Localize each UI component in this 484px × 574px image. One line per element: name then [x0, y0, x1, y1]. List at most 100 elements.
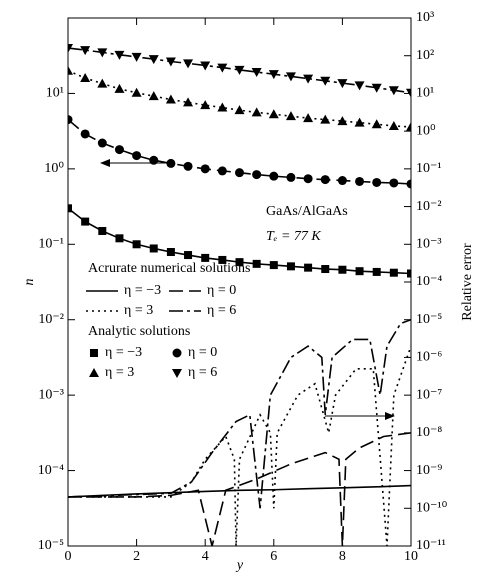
marker	[218, 255, 227, 264]
legend-label: η = 3	[124, 303, 153, 318]
marker	[131, 52, 142, 62]
marker	[183, 97, 194, 107]
y2-tick-label: 10⁰	[416, 123, 436, 138]
y2-tick-label: 10⁻¹⁰	[416, 501, 448, 516]
marker	[321, 265, 330, 274]
series-line	[68, 345, 411, 546]
marker	[217, 63, 228, 73]
marker	[303, 74, 314, 84]
marker	[132, 151, 142, 161]
legend-marker	[89, 368, 99, 377]
marker	[303, 113, 314, 123]
y2-tick-label: 10⁻²	[416, 199, 442, 214]
legend-marker	[90, 349, 98, 357]
y2-tick-label: 10⁻¹	[416, 161, 442, 176]
arrow-head	[100, 159, 110, 167]
y2-tick-label: 10¹	[416, 86, 434, 101]
marker	[148, 91, 159, 101]
marker	[114, 145, 124, 155]
legend-label: η = 3	[105, 365, 134, 380]
marker	[98, 227, 107, 236]
marker	[285, 72, 296, 82]
marker	[251, 68, 262, 78]
series-line	[68, 69, 411, 128]
marker	[337, 79, 348, 89]
y2-tick-label: 10⁻³	[416, 237, 442, 252]
marker	[407, 269, 411, 278]
marker	[235, 258, 244, 267]
plot-area	[68, 44, 411, 546]
y2-tick-label: 10⁻⁵	[416, 312, 442, 327]
marker	[200, 100, 211, 110]
marker	[200, 61, 211, 71]
legend-label: η = 6	[188, 365, 217, 380]
marker	[372, 267, 381, 276]
marker	[184, 251, 193, 260]
marker	[269, 171, 279, 181]
legend-label: η = 0	[207, 283, 236, 298]
y2-axis-label: Relative error	[460, 243, 475, 321]
marker	[285, 111, 296, 121]
marker	[115, 234, 124, 243]
marker	[183, 161, 193, 171]
marker	[354, 117, 365, 127]
marker	[372, 177, 382, 187]
x-tick-label: 2	[133, 549, 140, 564]
y2-tick-label: 10⁻⁹	[416, 463, 442, 478]
marker	[149, 155, 159, 165]
legend-marker	[172, 369, 182, 378]
marker	[68, 65, 73, 75]
y2-tick-label: 10²	[416, 48, 434, 63]
y2-tick-label: 10⁻⁶	[416, 350, 442, 365]
marker	[81, 217, 90, 226]
marker	[406, 121, 411, 131]
marker	[166, 248, 175, 257]
marker	[165, 57, 176, 67]
legend-title: Acrurate numerical solutions	[88, 261, 251, 276]
marker	[268, 70, 279, 80]
marker	[68, 115, 73, 125]
legend-label: η = −3	[105, 345, 142, 360]
y2-tick-label: 10⁻⁴	[416, 274, 442, 289]
marker	[234, 105, 245, 115]
annotation: GaAs/AlGaAs	[266, 204, 348, 219]
marker	[337, 116, 348, 126]
marker	[388, 86, 399, 96]
series-line	[68, 432, 411, 546]
y-tick-label: 10¹	[46, 86, 64, 101]
arrow-head	[385, 412, 395, 420]
marker	[388, 120, 399, 130]
y2-tick-label: 10⁻¹¹	[416, 538, 446, 553]
marker	[338, 265, 347, 274]
marker	[269, 261, 278, 270]
marker	[320, 76, 331, 86]
x-tick-label: 0	[65, 549, 72, 564]
x-tick-label: 10	[404, 549, 418, 564]
marker	[286, 262, 295, 271]
legend-marker	[172, 348, 182, 358]
legend-label: η = −3	[124, 283, 161, 298]
marker	[251, 107, 262, 117]
marker	[201, 253, 210, 262]
y-tick-label: 10⁻¹	[38, 237, 64, 252]
marker	[268, 109, 279, 119]
marker	[389, 268, 398, 277]
x-tick-label: 4	[202, 549, 209, 564]
x-tick-label: 6	[270, 549, 277, 564]
marker	[200, 164, 210, 174]
marker	[165, 94, 176, 104]
legend-label: η = 0	[188, 345, 217, 360]
marker	[234, 65, 245, 75]
marker	[132, 240, 141, 249]
marker	[217, 166, 227, 176]
marker	[304, 263, 313, 272]
marker	[80, 46, 91, 56]
y2-tick-label: 10⁻⁸	[416, 425, 442, 440]
marker	[320, 114, 331, 124]
marker	[97, 48, 108, 58]
y2-tick-label: 10⁻⁷	[416, 387, 442, 402]
marker	[252, 170, 262, 180]
marker	[337, 176, 347, 186]
y-tick-label: 10⁰	[44, 161, 64, 176]
